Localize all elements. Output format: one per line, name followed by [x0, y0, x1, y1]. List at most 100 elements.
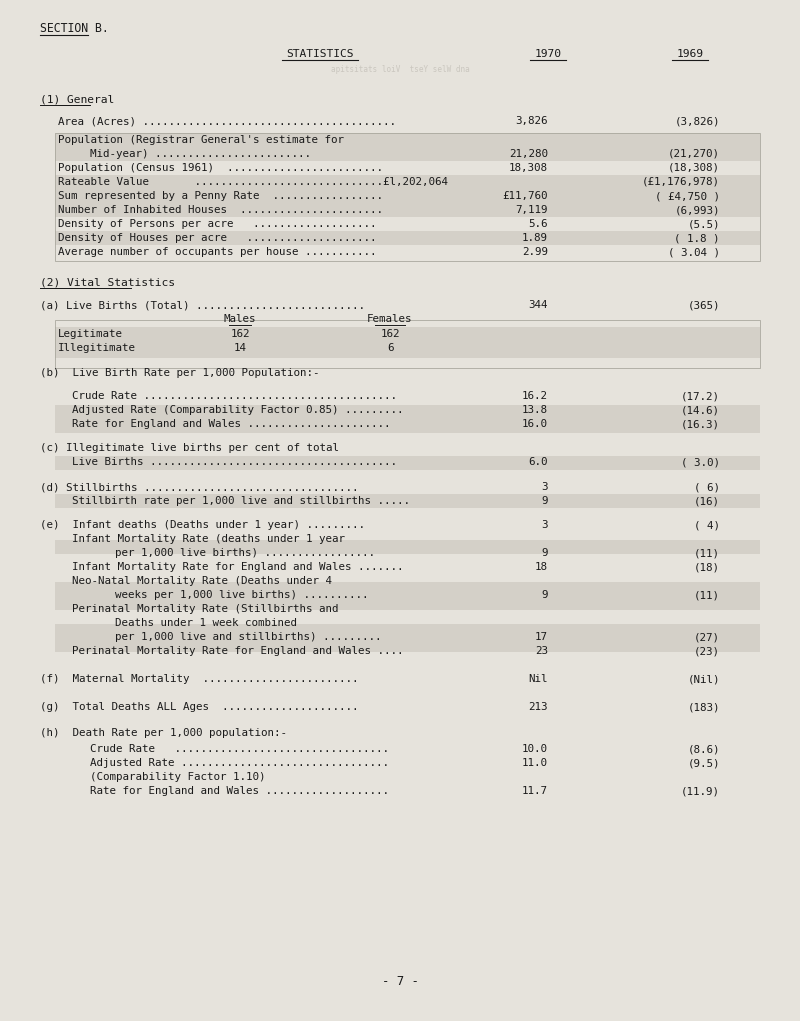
- Text: Live Births ......................................: Live Births ............................…: [72, 457, 397, 467]
- Text: Rateable Value       .............................£l,202,064: Rateable Value .........................…: [58, 177, 448, 187]
- Text: (5.5): (5.5): [687, 218, 720, 229]
- Text: per 1,000 live and stillbirths) .........: per 1,000 live and stillbirths) ........…: [115, 632, 382, 642]
- Text: (8.6): (8.6): [687, 744, 720, 753]
- Text: 6: 6: [386, 343, 394, 353]
- Text: ( 3.04 ): ( 3.04 ): [668, 247, 720, 257]
- Text: (3,826): (3,826): [674, 116, 720, 126]
- Text: (17.2): (17.2): [681, 391, 720, 401]
- Bar: [55, 494, 760, 508]
- Text: (f)  Maternal Mortality  ........................: (f) Maternal Mortality .................…: [40, 674, 358, 684]
- Text: 1970: 1970: [534, 49, 562, 59]
- Text: Crude Rate .......................................: Crude Rate .............................…: [72, 391, 397, 401]
- Text: Infant Mortality Rate for England and Wales .......: Infant Mortality Rate for England and Wa…: [72, 562, 403, 572]
- Text: Stillbirth rate per 1,000 live and stillbirths .....: Stillbirth rate per 1,000 live and still…: [72, 496, 410, 506]
- Bar: [55, 133, 760, 147]
- Text: (11.9): (11.9): [681, 786, 720, 796]
- Text: Neo-Natal Mortality Rate (Deaths under 4: Neo-Natal Mortality Rate (Deaths under 4: [72, 576, 332, 586]
- Text: Sum represented by a Penny Rate  .................: Sum represented by a Penny Rate ........…: [58, 191, 383, 201]
- Text: Perinatal Mortality Rate for England and Wales ....: Perinatal Mortality Rate for England and…: [72, 646, 403, 657]
- Text: 13.8: 13.8: [522, 405, 548, 415]
- Text: weeks per 1,000 live births) ..........: weeks per 1,000 live births) ..........: [115, 590, 369, 600]
- Text: 9: 9: [542, 590, 548, 600]
- Text: 2.99: 2.99: [522, 247, 548, 257]
- Text: 21,280: 21,280: [509, 149, 548, 159]
- Text: 18,308: 18,308: [509, 163, 548, 173]
- Text: Legitimate: Legitimate: [58, 329, 123, 339]
- Text: (18,308): (18,308): [668, 163, 720, 173]
- Bar: [55, 582, 760, 596]
- Text: ( £4,750 ): ( £4,750 ): [655, 191, 720, 201]
- Bar: [55, 147, 760, 161]
- Text: 3: 3: [542, 520, 548, 530]
- Text: 162: 162: [380, 329, 400, 339]
- Text: 5.6: 5.6: [529, 218, 548, 229]
- Text: Adjusted Rate ................................: Adjusted Rate ..........................…: [90, 758, 389, 768]
- Text: (e)  Infant deaths (Deaths under 1 year) .........: (e) Infant deaths (Deaths under 1 year) …: [40, 520, 365, 530]
- Text: 16.2: 16.2: [522, 391, 548, 401]
- Text: Females: Females: [367, 314, 413, 324]
- Text: Deaths under 1 week combined: Deaths under 1 week combined: [115, 618, 297, 628]
- Bar: [55, 596, 760, 610]
- Text: (1) General: (1) General: [40, 94, 114, 104]
- Text: (h)  Death Rate per 1,000 population:-: (h) Death Rate per 1,000 population:-: [40, 728, 287, 738]
- Text: (16): (16): [694, 496, 720, 506]
- Bar: [55, 405, 760, 419]
- Bar: [55, 189, 760, 203]
- Text: Males: Males: [224, 314, 256, 324]
- Text: (18): (18): [694, 562, 720, 572]
- Text: Area (Acres) .......................................: Area (Acres) ...........................…: [58, 116, 396, 126]
- Text: 1.89: 1.89: [522, 233, 548, 243]
- Text: (27): (27): [694, 632, 720, 642]
- Text: 1969: 1969: [677, 49, 703, 59]
- Text: per 1,000 live births) .................: per 1,000 live births) .................: [115, 548, 375, 558]
- Text: ( 4): ( 4): [694, 520, 720, 530]
- Text: (183): (183): [687, 702, 720, 712]
- Text: Infant Mortality Rate (deaths under 1 year: Infant Mortality Rate (deaths under 1 ye…: [72, 534, 345, 544]
- Text: 18: 18: [535, 562, 548, 572]
- Text: - 7 -: - 7 -: [382, 975, 418, 988]
- Text: 7,119: 7,119: [515, 205, 548, 215]
- Text: (365): (365): [687, 300, 720, 310]
- Text: Crude Rate   .................................: Crude Rate .............................…: [90, 744, 389, 753]
- Bar: [55, 624, 760, 638]
- Text: (9.5): (9.5): [687, 758, 720, 768]
- Bar: [55, 419, 760, 433]
- Text: Population (Registrar General's estimate for: Population (Registrar General's estimate…: [58, 135, 344, 145]
- Text: 23: 23: [535, 646, 548, 657]
- Text: Population (Census 1961)  ........................: Population (Census 1961) ...............…: [58, 163, 383, 173]
- Text: (6,993): (6,993): [674, 205, 720, 215]
- Text: Number of Inhabited Houses  ......................: Number of Inhabited Houses .............…: [58, 205, 383, 215]
- Text: 11.0: 11.0: [522, 758, 548, 768]
- Text: STATISTICS: STATISTICS: [286, 49, 354, 59]
- Text: (a) Live Births (Total) ..........................: (a) Live Births (Total) ................…: [40, 300, 365, 310]
- Text: Rate for England and Wales ...................: Rate for England and Wales .............…: [90, 786, 389, 796]
- Text: ( 1.8 ): ( 1.8 ): [674, 233, 720, 243]
- Text: ( 3.0): ( 3.0): [681, 457, 720, 467]
- Text: (11): (11): [694, 548, 720, 558]
- Text: 3,826: 3,826: [515, 116, 548, 126]
- Text: (b)  Live Birth Rate per 1,000 Population:-: (b) Live Birth Rate per 1,000 Population…: [40, 368, 319, 378]
- Text: Illegitimate: Illegitimate: [58, 343, 136, 353]
- Text: Rate for England and Wales ......................: Rate for England and Wales .............…: [72, 419, 390, 429]
- Text: (Nil): (Nil): [687, 674, 720, 684]
- Bar: [55, 638, 760, 652]
- Text: Average number of occupants per house ...........: Average number of occupants per house ..…: [58, 247, 377, 257]
- Text: (Comparability Factor 1.10): (Comparability Factor 1.10): [90, 772, 266, 782]
- Text: (16.3): (16.3): [681, 419, 720, 429]
- Text: (23): (23): [694, 646, 720, 657]
- Text: (d) Stillbirths .................................: (d) Stillbirths ........................…: [40, 482, 358, 492]
- Text: 14: 14: [234, 343, 246, 353]
- Text: Perinatal Mortality Rate (Stillbirths and: Perinatal Mortality Rate (Stillbirths an…: [72, 604, 338, 614]
- Bar: [55, 175, 760, 189]
- Bar: [55, 133, 760, 261]
- Bar: [55, 456, 760, 470]
- Bar: [55, 320, 760, 368]
- Text: Adjusted Rate (Comparability Factor 0.85) .........: Adjusted Rate (Comparability Factor 0.85…: [72, 405, 403, 415]
- Text: ( 6): ( 6): [694, 482, 720, 492]
- Text: (c) Illegitimate live births per cent of total: (c) Illegitimate live births per cent of…: [40, 443, 339, 453]
- Text: 9: 9: [542, 496, 548, 506]
- Text: (£1,176,978): (£1,176,978): [642, 177, 720, 187]
- Bar: [55, 540, 760, 554]
- Text: 213: 213: [529, 702, 548, 712]
- Bar: [55, 327, 760, 344]
